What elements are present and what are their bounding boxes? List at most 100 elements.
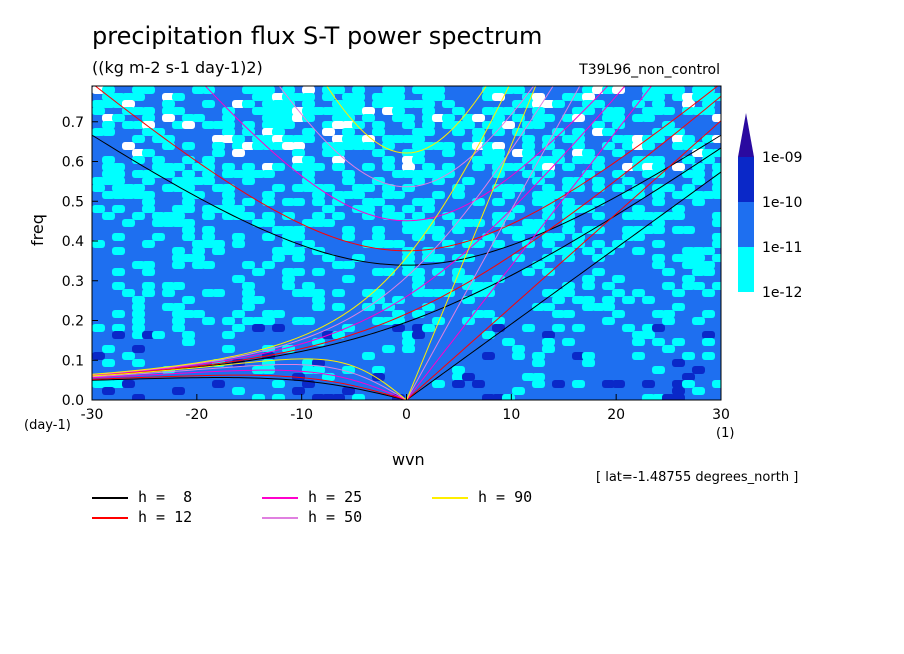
field-cell bbox=[272, 107, 285, 115]
field-cell bbox=[112, 247, 125, 255]
field-cell bbox=[452, 184, 465, 192]
field-cell bbox=[522, 170, 535, 178]
field-cell bbox=[602, 380, 615, 388]
field-cell bbox=[112, 114, 125, 122]
field-cell bbox=[272, 324, 285, 332]
field-cell bbox=[462, 240, 475, 248]
field-cell bbox=[552, 191, 565, 199]
field-cell bbox=[382, 142, 395, 150]
field-cell bbox=[462, 142, 475, 150]
field-cell bbox=[302, 366, 315, 374]
field-cell bbox=[712, 149, 721, 157]
field-cell bbox=[202, 289, 215, 297]
field-cell bbox=[642, 394, 655, 400]
field-cell bbox=[332, 212, 345, 220]
field-cell bbox=[352, 205, 365, 213]
field-cell bbox=[612, 184, 625, 192]
field-cell bbox=[542, 156, 555, 164]
field-cell bbox=[172, 324, 185, 332]
field-cell bbox=[572, 380, 585, 388]
field-cell bbox=[282, 142, 295, 150]
field-cell bbox=[712, 184, 721, 192]
field-cell bbox=[322, 107, 335, 115]
field-cell bbox=[552, 233, 565, 241]
field-cell bbox=[692, 366, 705, 374]
field-cell bbox=[432, 93, 445, 101]
field-cell bbox=[582, 275, 595, 283]
field-cell bbox=[492, 163, 505, 171]
field-cell bbox=[142, 128, 155, 136]
field-cell bbox=[632, 233, 645, 241]
y-tick-label: 0.4 bbox=[62, 234, 84, 250]
field-cell bbox=[532, 303, 545, 311]
field-cell bbox=[212, 359, 225, 367]
field-cell bbox=[512, 114, 525, 122]
field-cell bbox=[552, 149, 565, 157]
field-cell bbox=[522, 373, 535, 381]
field-cell bbox=[162, 142, 175, 150]
field-cell bbox=[562, 338, 575, 346]
field-cell bbox=[442, 100, 455, 108]
field-cell bbox=[652, 184, 665, 192]
field-cell bbox=[112, 100, 125, 108]
field-cell bbox=[602, 128, 615, 136]
field-cell bbox=[642, 93, 655, 101]
field-cell bbox=[262, 317, 275, 325]
field-cell bbox=[432, 226, 445, 234]
field-cell bbox=[382, 240, 395, 248]
field-cell bbox=[312, 191, 325, 199]
field-cell bbox=[182, 226, 195, 234]
mrg-curve bbox=[92, 86, 510, 375]
field-cell bbox=[562, 93, 575, 101]
field-cell bbox=[282, 345, 295, 353]
field-cell bbox=[542, 254, 555, 262]
field-cell bbox=[642, 380, 655, 388]
field-cell bbox=[232, 100, 245, 108]
field-cell bbox=[402, 331, 415, 339]
field-cell bbox=[102, 345, 115, 353]
field-cell bbox=[512, 233, 525, 241]
field-cell bbox=[192, 86, 205, 94]
field-cell bbox=[682, 156, 695, 164]
field-cell bbox=[262, 191, 275, 199]
field-cell bbox=[302, 163, 315, 171]
field-cell bbox=[382, 212, 395, 220]
field-cell bbox=[142, 114, 155, 122]
field-cell bbox=[422, 198, 435, 206]
field-cell bbox=[642, 135, 655, 143]
field-cell bbox=[412, 128, 425, 136]
legend-item: h = 8 bbox=[92, 488, 192, 506]
kelvin-curve bbox=[406, 120, 721, 400]
field-cell bbox=[672, 387, 685, 395]
field-cell bbox=[612, 86, 625, 94]
field-cell bbox=[152, 135, 165, 143]
field-cell bbox=[522, 324, 535, 332]
field-cell bbox=[112, 380, 125, 388]
field-cell bbox=[542, 212, 555, 220]
legend-label: h = 12 bbox=[138, 508, 193, 526]
legend-label: h = 25 bbox=[308, 488, 363, 506]
field-cell bbox=[302, 282, 315, 290]
field-cell bbox=[432, 233, 445, 241]
mrg-curve bbox=[92, 86, 626, 376]
field-cell bbox=[402, 170, 415, 178]
field-cell bbox=[542, 268, 555, 276]
field-cell bbox=[682, 373, 695, 381]
field-cell bbox=[392, 212, 405, 220]
field-cell bbox=[272, 128, 285, 136]
field-cell bbox=[692, 247, 705, 255]
field-cell bbox=[222, 345, 235, 353]
field-cell bbox=[172, 261, 185, 269]
field-cell bbox=[562, 163, 575, 171]
field-cell bbox=[302, 93, 315, 101]
field-cell bbox=[182, 310, 195, 318]
field-cell bbox=[202, 177, 215, 185]
field-cell bbox=[442, 170, 455, 178]
field-cell bbox=[542, 170, 555, 178]
field-cell bbox=[202, 233, 215, 241]
field-cell bbox=[152, 212, 165, 220]
field-cell bbox=[502, 121, 515, 129]
field-cell bbox=[612, 107, 625, 115]
field-cell bbox=[592, 177, 605, 185]
